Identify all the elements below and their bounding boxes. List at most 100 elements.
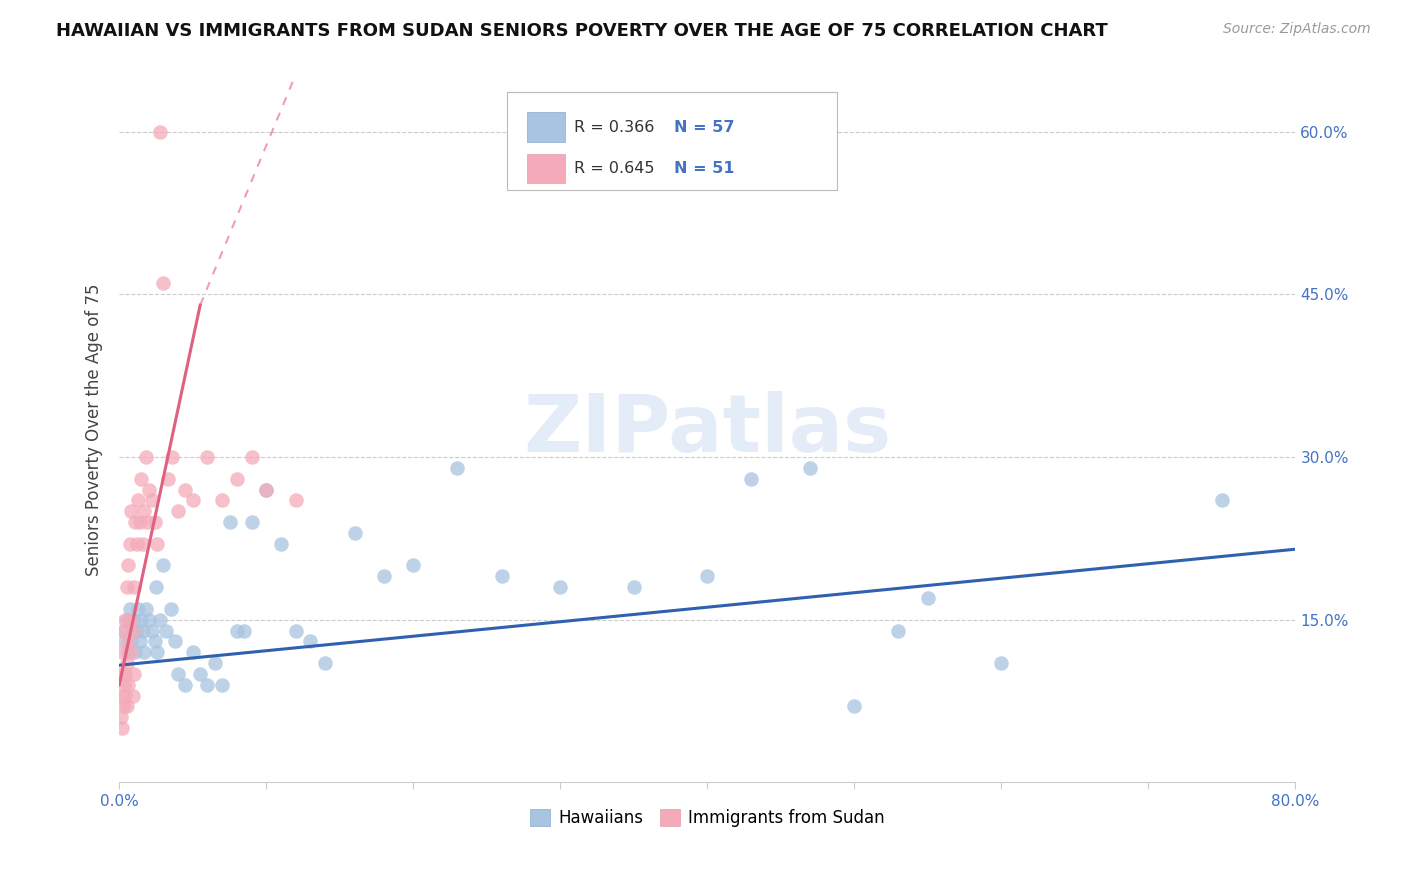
Point [124, 645, 146, 659]
Point [134, 645, 156, 659]
Point [134, 504, 156, 518]
Point [112, 624, 135, 638]
Point [167, 666, 190, 681]
Point [117, 645, 139, 659]
Point [125, 624, 148, 638]
Point [917, 591, 939, 605]
Point [254, 483, 277, 497]
Point [156, 472, 179, 486]
Point [128, 515, 150, 529]
Point [127, 602, 149, 616]
Point [114, 666, 136, 681]
Point [254, 483, 277, 497]
Point [240, 450, 263, 464]
Point [117, 634, 139, 648]
Point [114, 689, 136, 703]
Point [120, 634, 142, 648]
Point [152, 277, 174, 291]
Point [402, 558, 425, 573]
Point [111, 689, 134, 703]
Point [550, 580, 572, 594]
Point [143, 515, 166, 529]
Point [124, 515, 146, 529]
Point [165, 634, 187, 648]
Point [1211, 493, 1233, 508]
Point [204, 656, 226, 670]
Point [146, 645, 169, 659]
Point [740, 472, 762, 486]
Point [118, 602, 141, 616]
Point [149, 125, 172, 139]
Point [121, 624, 143, 638]
Point [284, 493, 307, 508]
Point [110, 710, 132, 724]
Point [152, 558, 174, 573]
Text: N = 51: N = 51 [675, 161, 735, 176]
Point [623, 580, 645, 594]
Point [117, 558, 139, 573]
Point [174, 483, 197, 497]
Text: ZIPatlas: ZIPatlas [523, 391, 891, 469]
FancyBboxPatch shape [508, 92, 837, 190]
Point [120, 645, 142, 659]
Point [197, 450, 219, 464]
Point [111, 721, 134, 735]
Point [218, 515, 240, 529]
Point [181, 493, 204, 508]
Point [115, 580, 138, 594]
Point [136, 515, 159, 529]
Point [131, 472, 153, 486]
Point [887, 624, 910, 638]
Point [696, 569, 718, 583]
Point [149, 613, 172, 627]
Point [115, 613, 138, 627]
Point [122, 613, 145, 627]
Point [491, 569, 513, 583]
Point [115, 656, 138, 670]
Point [118, 613, 141, 627]
Point [225, 624, 247, 638]
Point [138, 613, 160, 627]
Point [115, 699, 138, 714]
Point [135, 602, 157, 616]
Point [211, 678, 233, 692]
Point [143, 634, 166, 648]
Point [284, 624, 307, 638]
Point [112, 699, 135, 714]
Point [299, 634, 322, 648]
Text: Source: ZipAtlas.com: Source: ZipAtlas.com [1223, 22, 1371, 37]
Text: N = 57: N = 57 [675, 120, 735, 135]
Point [174, 678, 197, 692]
FancyBboxPatch shape [527, 112, 565, 142]
FancyBboxPatch shape [527, 153, 565, 183]
Point [145, 580, 167, 594]
Point [138, 483, 160, 497]
Point [146, 537, 169, 551]
Point [118, 537, 141, 551]
Point [132, 537, 155, 551]
Point [181, 645, 204, 659]
Point [110, 666, 132, 681]
Point [270, 537, 292, 551]
Point [131, 613, 153, 627]
Point [111, 645, 134, 659]
Point [211, 493, 233, 508]
Point [127, 493, 149, 508]
Point [844, 699, 866, 714]
Point [233, 624, 256, 638]
Point [121, 624, 143, 638]
Text: HAWAIIAN VS IMMIGRANTS FROM SUDAN SENIORS POVERTY OVER THE AGE OF 75 CORRELATION: HAWAIIAN VS IMMIGRANTS FROM SUDAN SENIOR… [56, 22, 1108, 40]
Point [240, 515, 263, 529]
Point [160, 450, 183, 464]
Point [141, 493, 163, 508]
Point [167, 504, 190, 518]
Text: R = 0.645: R = 0.645 [575, 161, 655, 176]
Point [135, 450, 157, 464]
Y-axis label: Seniors Poverty Over the Age of 75: Seniors Poverty Over the Age of 75 [86, 284, 103, 576]
Point [155, 624, 177, 638]
Point [141, 624, 163, 638]
Point [197, 678, 219, 692]
Point [114, 613, 136, 627]
Point [990, 656, 1012, 670]
Point [117, 678, 139, 692]
